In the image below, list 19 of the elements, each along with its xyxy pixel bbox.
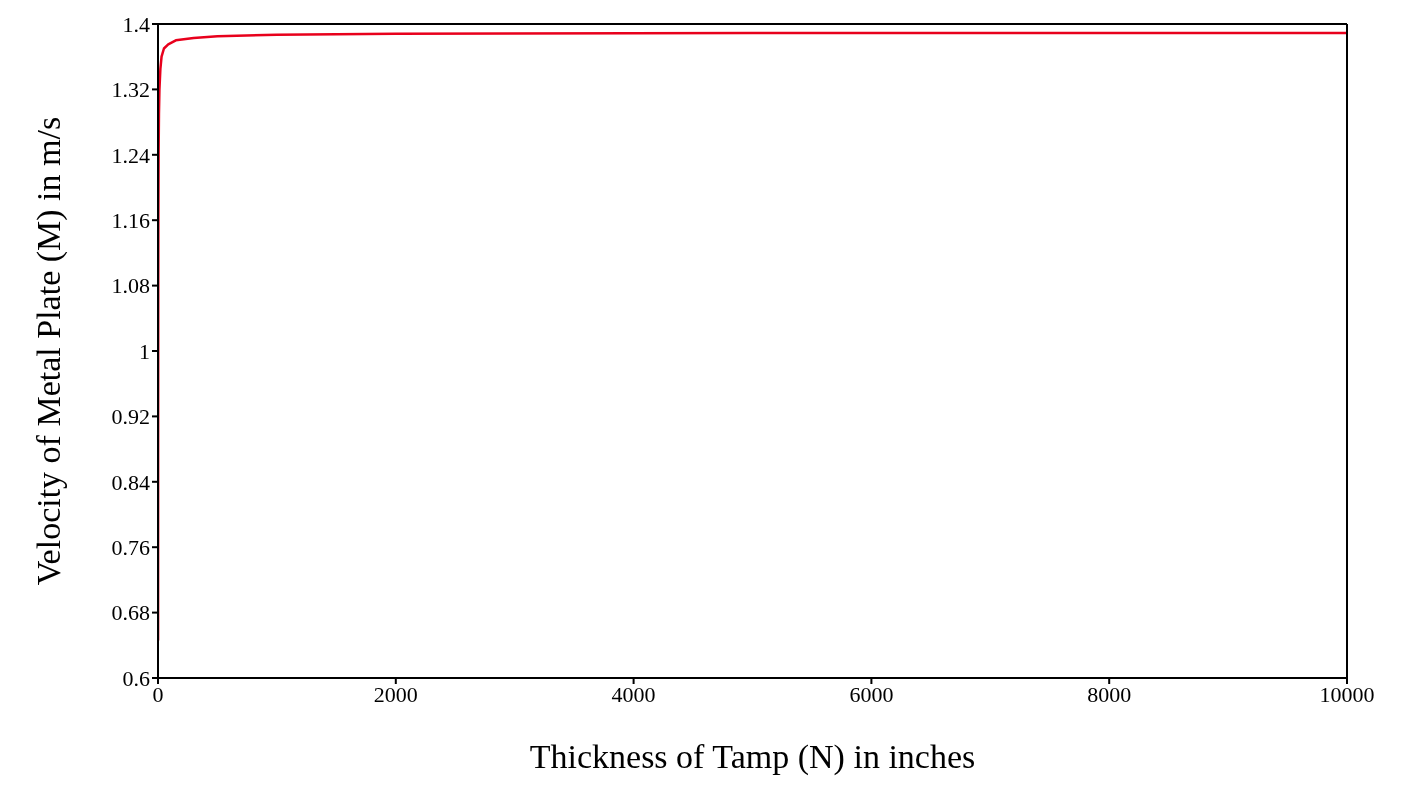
y-tick-label: 1.24 [111,142,150,168]
y-tick-label: 0.76 [111,535,150,561]
y-tick-label: 0.6 [122,665,150,691]
y-tick-label: 1.16 [111,208,150,234]
x-tick-label: 8000 [1087,681,1132,707]
y-tick-label: 0.84 [111,469,150,495]
x-tick-label: 4000 [611,681,656,707]
y-tick-label: 1.32 [111,77,150,103]
x-tick-label: 6000 [849,681,894,707]
y-tick-label: 1 [139,338,150,364]
y-tick-label: 0.92 [111,404,150,430]
x-tick-label: 0 [152,681,164,707]
y-tick-label: 0.68 [111,600,150,626]
y-tick-label: 1.08 [111,273,150,299]
y-tick-label: 1.4 [122,11,150,37]
x-axis-title: Thickness of Tamp (N) in inches [529,738,976,776]
x-tick-label: 10000 [1319,681,1375,707]
y-axis-title: Velocity of Metal Plate (M) in m/s [30,116,69,586]
x-tick-label: 2000 [373,681,418,707]
